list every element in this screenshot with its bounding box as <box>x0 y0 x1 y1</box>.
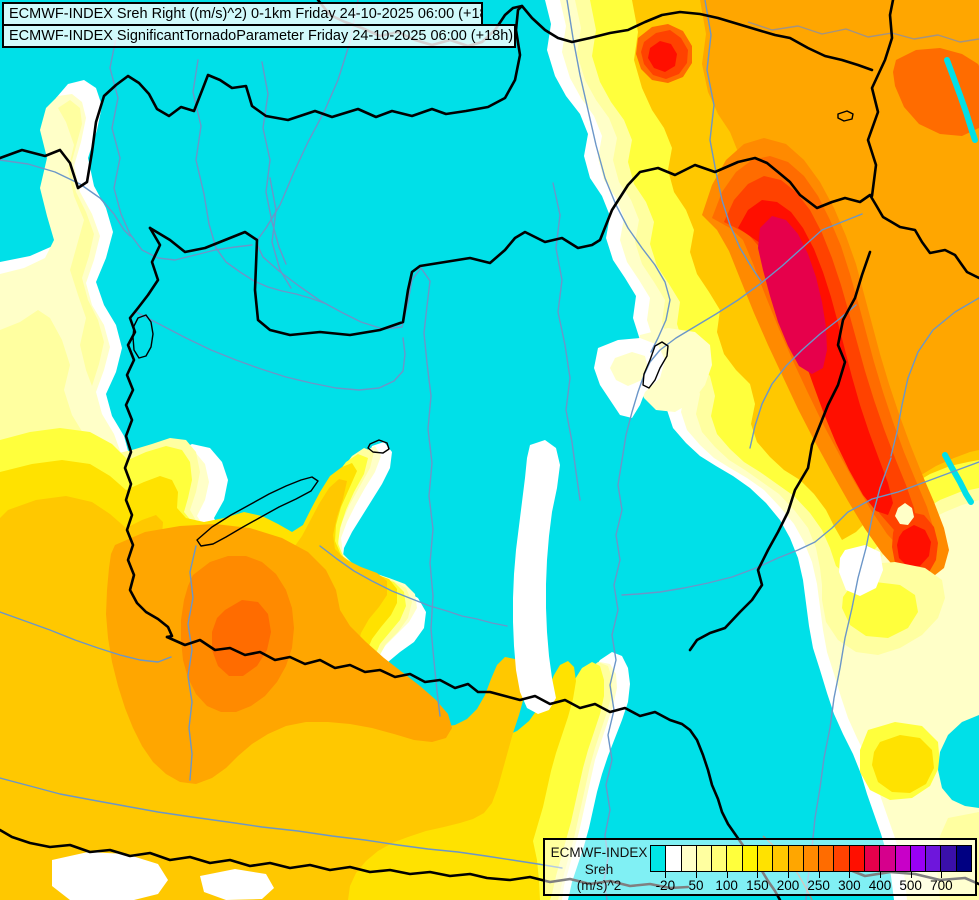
legend-color-cell <box>681 846 697 871</box>
legend-tick-label: 150 <box>746 878 769 893</box>
legend-tick <box>788 872 789 878</box>
river <box>261 61 287 265</box>
legend-color-cell <box>773 846 789 871</box>
legend-color-cell <box>910 846 927 871</box>
river <box>269 177 292 289</box>
legend-tick <box>880 872 881 878</box>
river <box>566 0 671 353</box>
border-hungary-north <box>148 156 979 337</box>
legend-tick <box>849 872 851 878</box>
legend-tick <box>941 872 943 878</box>
border-czech-austria <box>0 4 524 190</box>
legend-color-cell <box>727 846 743 871</box>
river <box>135 311 406 391</box>
lake-streak-topright <box>944 57 978 143</box>
legend-tick-label: 700 <box>930 878 953 893</box>
legend-tick-label: 250 <box>807 878 830 893</box>
region-se-spot-core <box>897 525 931 567</box>
legend-color-cell <box>788 846 804 871</box>
region-west-strip-pale <box>58 100 104 386</box>
border-austria-hungary-west <box>123 226 174 639</box>
border-hungary-croatia-serbia <box>165 635 782 900</box>
legend-color-cell <box>880 846 896 871</box>
river <box>319 545 508 627</box>
river <box>192 59 325 304</box>
river <box>890 297 979 457</box>
legend-tick-label: 500 <box>899 878 922 893</box>
border-hungary-romania <box>688 250 872 652</box>
legend-tick-label: 50 <box>688 878 704 893</box>
river <box>0 611 172 663</box>
river <box>255 0 441 717</box>
legend-color-cell <box>834 846 850 871</box>
legend-tick <box>665 872 667 878</box>
border-slovakia-ukraine <box>866 0 895 198</box>
legend-color-cell <box>849 846 865 871</box>
legend-colorbar <box>650 845 972 872</box>
legend-tick <box>696 872 697 878</box>
region-bl-white-patch1 <box>52 852 168 900</box>
lake-velence <box>367 439 390 454</box>
legend: ECMWF-INDEX Sreh (m/s)^2 -20 50 100 150 200 2… <box>543 838 977 896</box>
legend-tick-label: 200 <box>776 878 800 893</box>
river <box>749 304 857 449</box>
map-title-line1: ECMWF-INDEX Sreh Right ((m/s)^2) 0-1km F… <box>2 2 483 26</box>
legend-color-cell <box>941 846 957 871</box>
region-west-orange-core <box>212 600 271 676</box>
region-east-yellow-patch <box>842 582 918 638</box>
lake-balaton <box>196 476 319 547</box>
region-top-spot-core <box>648 41 677 72</box>
river <box>621 461 979 596</box>
legend-tick-label: 400 <box>868 878 892 893</box>
legend-label-units: (m/s)^2 <box>576 878 622 893</box>
region-topright-deep-orange <box>893 48 979 136</box>
legend-color-cell <box>696 846 713 871</box>
region-east-gold-core <box>872 735 934 793</box>
legend-tick-label: 100 <box>715 878 738 893</box>
region-ne-hot-crimson-core <box>758 216 827 374</box>
region-se-pale-diamond <box>895 503 914 525</box>
legend-color-cell <box>666 846 682 871</box>
lake-neusiedl <box>132 314 154 359</box>
legend-tick <box>818 872 820 878</box>
region-center-cream-dot <box>610 352 648 386</box>
region-east-white-patch <box>839 545 883 596</box>
river <box>603 213 863 900</box>
legend-color-cell <box>956 846 971 871</box>
legend-color-cell <box>742 846 758 871</box>
legend-tick <box>726 872 728 878</box>
legend-color-cell <box>895 846 911 871</box>
legend-color-cell <box>926 846 942 871</box>
lakes <box>132 110 854 547</box>
lake-tisza <box>642 341 669 389</box>
legend-label-parameter: Sreh <box>584 862 614 877</box>
legend-color-cell <box>712 846 728 871</box>
river <box>805 457 892 900</box>
legend-tick <box>757 872 759 878</box>
legend-color-cell <box>803 846 820 871</box>
legend-color-cell <box>651 846 667 871</box>
legend-tick-label: -20 <box>655 878 676 893</box>
lake-streak-east <box>942 452 974 505</box>
legend-tick <box>910 872 912 878</box>
legend-color-cell <box>864 846 881 871</box>
legend-label-index: ECMWF-INDEX <box>550 845 648 860</box>
map-title-line2: ECMWF-INDEX SignificantTornadoParameter … <box>2 24 516 48</box>
legend-color-cell <box>757 846 774 871</box>
region-danube-white-band <box>513 440 560 714</box>
river <box>0 159 131 237</box>
river <box>552 182 581 501</box>
lake-small-ne <box>837 110 854 122</box>
river <box>0 777 563 869</box>
river <box>109 37 253 261</box>
gray-border <box>747 21 979 43</box>
river <box>187 545 197 781</box>
region-east-cyan-notch <box>938 715 979 808</box>
region-bl-white-patch2 <box>200 869 274 900</box>
legend-color-cell <box>819 846 835 871</box>
legend-tick-label: 300 <box>838 878 861 893</box>
